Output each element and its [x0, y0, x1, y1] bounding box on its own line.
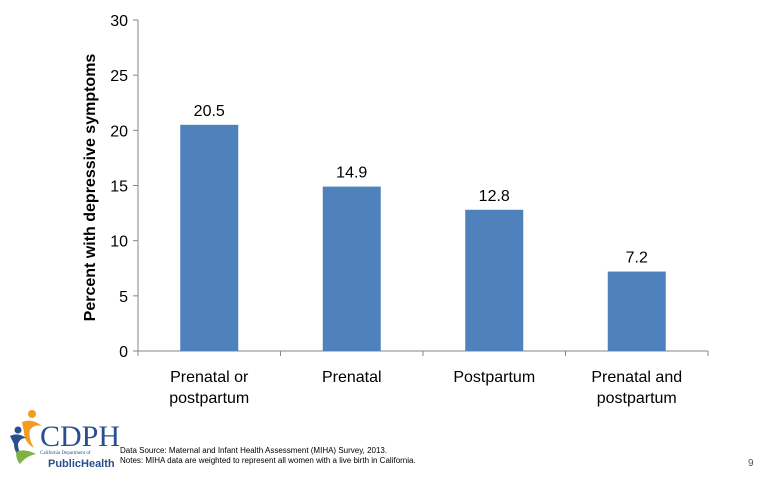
x-tick-label: Prenatal or [170, 369, 249, 386]
x-tick-label: Postpartum [453, 369, 535, 386]
notes-text: Notes: MIHA data are weighted to represe… [120, 456, 416, 465]
logo-wordmark: CDPH [40, 420, 121, 453]
x-tick-label: postpartum [169, 390, 249, 407]
data-label: 20.5 [194, 103, 225, 120]
cdph-logo: CDPH California Department of PublicHeal… [8, 408, 120, 478]
bar [180, 124, 239, 351]
x-tick-label: Prenatal [322, 369, 382, 386]
data-label: 12.8 [479, 188, 510, 205]
y-tick-label: 30 [110, 13, 128, 30]
logo-name: PublicHealth [48, 458, 115, 470]
page-number: 9 [748, 458, 754, 469]
logo-subtitle: California Department of [40, 451, 91, 456]
y-axis-label: Percent with depressive symptoms [82, 54, 99, 322]
bar-chart: 0 5 10 15 20 25 30 Percent with depressive symp… [82, 13, 709, 407]
x-tick-label: postpartum [597, 390, 677, 407]
y-tick-label: 10 [110, 234, 128, 251]
bar [465, 209, 524, 351]
y-tick-label: 5 [119, 289, 128, 306]
logo-figures-icon [10, 410, 42, 464]
bar [607, 271, 666, 351]
y-tick-label: 0 [119, 344, 128, 361]
y-tick-label: 20 [110, 123, 128, 140]
data-label: 14.9 [336, 165, 367, 182]
y-tick-label: 15 [110, 179, 128, 196]
bar [322, 186, 381, 351]
x-tick-label: Prenatal and [591, 369, 682, 386]
data-label: 7.2 [626, 250, 648, 267]
data-source-note: Data Source: Maternal and Infant Health … [120, 446, 388, 455]
y-tick-label: 25 [110, 68, 128, 85]
